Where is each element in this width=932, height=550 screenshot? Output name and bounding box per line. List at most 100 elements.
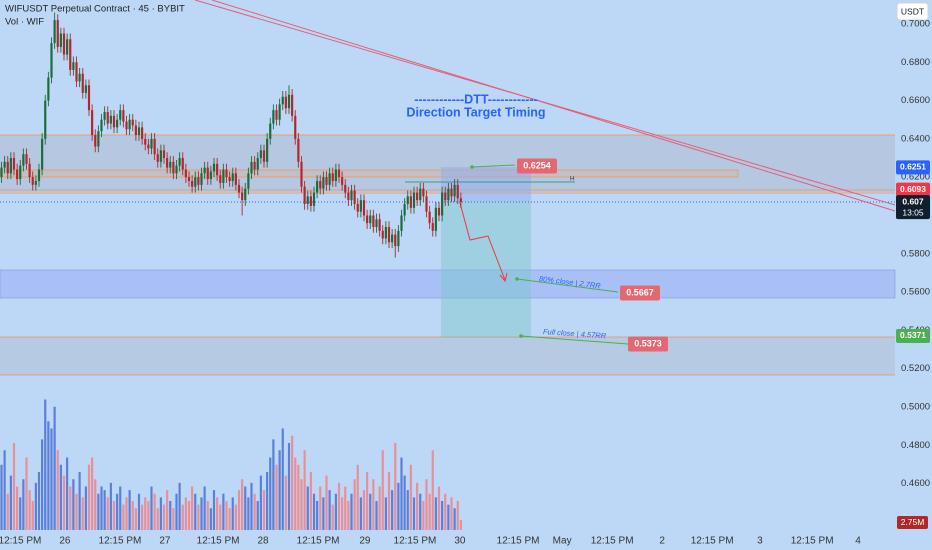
volume-bar (262, 490, 266, 530)
candle-body (334, 169, 337, 182)
candle-body (141, 127, 144, 139)
volume-bar (28, 490, 31, 530)
candle-body (225, 169, 228, 178)
volume-bar (34, 482, 37, 530)
candle-body (41, 138, 44, 170)
volume-bar (203, 486, 206, 530)
x-tick-label: 30 (454, 536, 466, 547)
chart-title: WIFUSDT Perpetual Contract · 45 · BYBIT (5, 4, 185, 15)
volume-bar (287, 443, 291, 530)
candle-body (81, 73, 84, 93)
target-label: 0.6254 (523, 160, 551, 170)
candle-body (6, 161, 9, 174)
x-tick-label: 2 (659, 536, 665, 547)
candle-body (362, 200, 366, 216)
candle-body (9, 158, 12, 174)
x-tick-label: 27 (159, 536, 171, 547)
candle-body (416, 192, 419, 201)
volume-bar (266, 472, 269, 530)
volume-bar (234, 504, 237, 530)
candle-body (212, 163, 216, 172)
candle-body (447, 188, 450, 201)
volume-bar (47, 421, 50, 530)
volume-bar (369, 493, 372, 530)
candle-body (31, 177, 34, 185)
candle-body (200, 173, 203, 185)
volume-bar (91, 457, 94, 530)
candle-body (397, 230, 400, 247)
candle-body (216, 163, 219, 176)
target-line (520, 335, 629, 345)
candle-body (247, 173, 250, 189)
volume-bar (122, 504, 125, 530)
volume-bar (387, 472, 391, 530)
volume-bar (434, 497, 437, 530)
currency[interactable]: USDT (901, 6, 924, 16)
volume-bar (75, 493, 78, 530)
candle-body (137, 127, 141, 136)
x-tick-label: May (553, 536, 572, 547)
volume-bar (325, 475, 328, 530)
x-tick-label: 4 (855, 536, 861, 547)
volume-bar (303, 450, 306, 530)
candle-body (162, 150, 166, 159)
candle-body (197, 177, 200, 185)
candle-body (375, 219, 378, 227)
volume-bar (100, 486, 103, 530)
candle-body (284, 96, 287, 109)
candle-body (309, 196, 312, 206)
candle-body (228, 177, 231, 182)
currency-button[interactable] (896, 2, 929, 21)
price-label-box (896, 160, 930, 175)
candle-body (103, 112, 106, 120)
candle-body (84, 85, 87, 93)
volume-bar (344, 486, 347, 530)
x-tick-label: 12:15 PM (591, 536, 634, 547)
x-tick-label: 28 (258, 536, 270, 547)
volume-bar (312, 493, 316, 530)
volume-bar (378, 486, 381, 530)
path-arrow (459, 202, 506, 281)
volume-bar (241, 479, 244, 530)
candle-body (178, 158, 181, 166)
volume-bar (331, 504, 334, 530)
candle-body (203, 167, 206, 174)
volume-bar (362, 490, 366, 530)
target-line (471, 164, 516, 168)
price-label-box (896, 195, 930, 220)
candle-body (444, 192, 447, 201)
annotation: ------------DTT------------ (414, 92, 538, 106)
volume-bar (394, 443, 397, 530)
volume-bar (109, 482, 112, 530)
candle-body (369, 215, 372, 224)
candle-body (312, 192, 316, 206)
y-tick-label: 0.5800 (901, 248, 930, 259)
volume-bar (50, 428, 53, 530)
volume-bar (125, 497, 128, 530)
candle-body (191, 181, 194, 187)
target-line (516, 278, 619, 293)
candle-body (281, 96, 284, 105)
volume-bar (428, 493, 431, 530)
candle-body (34, 181, 37, 185)
volume-bar (72, 479, 75, 530)
candle-body (325, 177, 328, 185)
volume-bar (275, 464, 278, 530)
y-tick-label: 0.5600 (901, 287, 930, 298)
volume-bar (162, 504, 166, 530)
candle-body (381, 230, 384, 239)
candle-body (159, 150, 162, 162)
x-tick-label: 12:15 PM (297, 536, 340, 547)
candle-body (387, 226, 391, 243)
volume-bar (256, 501, 259, 530)
position-stop (441, 167, 531, 201)
volume-bar (316, 501, 319, 530)
volume-bar (106, 497, 109, 530)
annotation: Full close | 4.57RR (543, 327, 607, 340)
volume-bar (175, 493, 178, 530)
volume-bar (353, 479, 356, 530)
volume-bar (150, 486, 153, 530)
candle-body (12, 158, 16, 170)
volume-bar (209, 508, 212, 530)
